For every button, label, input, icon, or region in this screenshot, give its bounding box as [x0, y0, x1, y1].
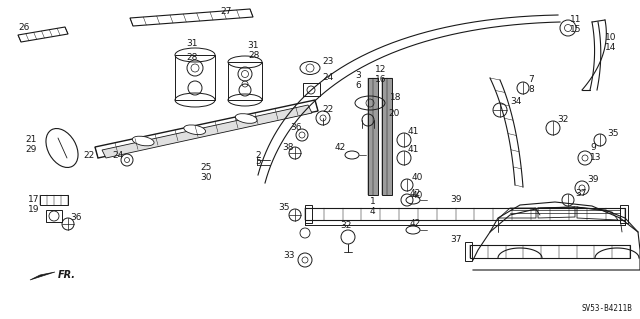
Text: 39: 39 — [587, 175, 598, 184]
Text: 16: 16 — [375, 76, 387, 85]
Text: 27: 27 — [220, 8, 232, 17]
Text: 37: 37 — [575, 189, 586, 198]
Ellipse shape — [184, 125, 205, 135]
Text: 31: 31 — [186, 39, 198, 48]
Text: 33: 33 — [283, 250, 294, 259]
Text: 19: 19 — [28, 205, 40, 214]
Text: 34: 34 — [510, 98, 522, 107]
Text: 26: 26 — [18, 24, 29, 33]
Text: 29: 29 — [25, 145, 36, 154]
Text: 9: 9 — [590, 144, 596, 152]
Text: 32: 32 — [340, 220, 351, 229]
Ellipse shape — [236, 114, 257, 123]
Text: 40: 40 — [412, 190, 424, 199]
Text: 25: 25 — [200, 164, 211, 173]
Text: 11: 11 — [570, 16, 582, 25]
Text: 5: 5 — [255, 158, 260, 167]
Text: 36: 36 — [70, 213, 81, 222]
Text: 1: 1 — [370, 197, 376, 206]
Text: 17: 17 — [28, 196, 40, 204]
Text: 39: 39 — [450, 196, 461, 204]
Text: 35: 35 — [278, 204, 289, 212]
Text: 41: 41 — [408, 128, 419, 137]
Text: 13: 13 — [590, 153, 602, 162]
Text: 38: 38 — [282, 144, 294, 152]
Polygon shape — [102, 105, 312, 158]
Text: 24: 24 — [322, 72, 333, 81]
Text: 14: 14 — [605, 43, 616, 53]
Text: FR.: FR. — [58, 270, 76, 280]
Text: 42: 42 — [410, 189, 421, 197]
Text: 37: 37 — [450, 235, 461, 244]
Text: SV53-B4211B: SV53-B4211B — [581, 304, 632, 313]
Text: 42: 42 — [335, 144, 346, 152]
Text: 23: 23 — [322, 57, 333, 66]
Text: 12: 12 — [375, 65, 387, 75]
Text: 22: 22 — [322, 106, 333, 115]
Text: 24: 24 — [112, 151, 124, 160]
Text: 7: 7 — [528, 76, 534, 85]
Text: 36: 36 — [290, 123, 301, 132]
Text: 8: 8 — [528, 85, 534, 94]
Text: 40: 40 — [412, 174, 424, 182]
Text: 3: 3 — [355, 70, 361, 79]
Text: 35: 35 — [607, 129, 618, 137]
Text: 31: 31 — [247, 41, 259, 49]
Text: 2: 2 — [255, 151, 260, 160]
Text: 30: 30 — [200, 173, 211, 182]
Ellipse shape — [132, 136, 154, 146]
Text: 20: 20 — [388, 108, 399, 117]
Text: 28: 28 — [186, 54, 197, 63]
Text: 28: 28 — [248, 50, 259, 60]
Text: 41: 41 — [408, 145, 419, 154]
Text: 4: 4 — [370, 207, 376, 217]
Polygon shape — [30, 272, 55, 280]
Text: 6: 6 — [355, 80, 361, 90]
Text: 18: 18 — [390, 93, 401, 102]
Text: 32: 32 — [557, 115, 568, 124]
Text: 15: 15 — [570, 26, 582, 34]
Text: 22: 22 — [83, 151, 94, 160]
Text: 21: 21 — [25, 136, 36, 145]
Text: 42: 42 — [410, 219, 421, 227]
Text: 10: 10 — [605, 33, 616, 42]
